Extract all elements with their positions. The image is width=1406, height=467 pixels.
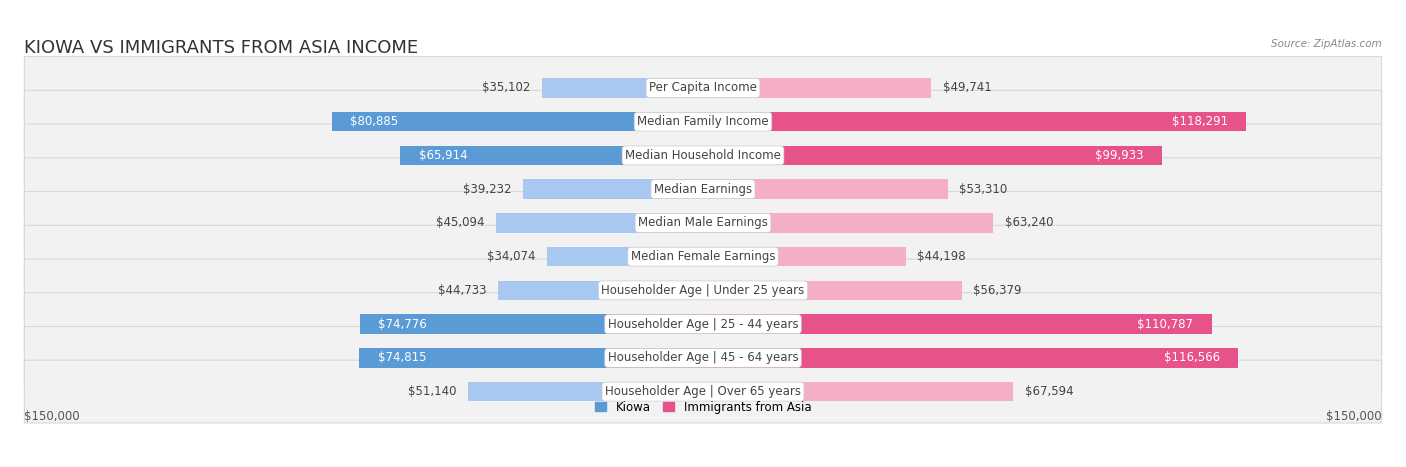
Text: $44,198: $44,198 — [918, 250, 966, 263]
Text: Median Male Earnings: Median Male Earnings — [638, 216, 768, 229]
Text: Householder Age | 25 - 44 years: Householder Age | 25 - 44 years — [607, 318, 799, 331]
Text: $150,000: $150,000 — [24, 410, 80, 424]
Text: Per Capita Income: Per Capita Income — [650, 81, 756, 94]
Bar — [703, 247, 905, 267]
Text: $35,102: $35,102 — [482, 81, 530, 94]
Text: $34,074: $34,074 — [486, 250, 536, 263]
Text: $63,240: $63,240 — [1005, 216, 1053, 229]
Bar — [332, 112, 703, 132]
Bar — [360, 314, 703, 334]
FancyBboxPatch shape — [24, 326, 1382, 389]
Text: KIOWA VS IMMIGRANTS FROM ASIA INCOME: KIOWA VS IMMIGRANTS FROM ASIA INCOME — [24, 39, 419, 57]
Legend: Kiowa, Immigrants from Asia: Kiowa, Immigrants from Asia — [589, 396, 817, 418]
Text: $44,733: $44,733 — [437, 284, 486, 297]
Text: $65,914: $65,914 — [419, 149, 467, 162]
Bar — [498, 281, 703, 300]
FancyBboxPatch shape — [24, 90, 1382, 153]
Bar — [703, 314, 1212, 334]
Text: $39,232: $39,232 — [463, 183, 512, 196]
Text: $99,933: $99,933 — [1095, 149, 1143, 162]
Bar — [541, 78, 703, 98]
Bar — [703, 348, 1239, 368]
FancyBboxPatch shape — [24, 57, 1382, 120]
Bar — [703, 112, 1246, 132]
Text: $74,776: $74,776 — [378, 318, 426, 331]
Text: $116,566: $116,566 — [1164, 351, 1220, 364]
Bar — [703, 213, 994, 233]
Bar — [523, 179, 703, 199]
Bar — [703, 78, 931, 98]
Text: Householder Age | Over 65 years: Householder Age | Over 65 years — [605, 385, 801, 398]
Bar — [360, 348, 703, 368]
Text: Source: ZipAtlas.com: Source: ZipAtlas.com — [1271, 39, 1382, 49]
Text: Householder Age | Under 25 years: Householder Age | Under 25 years — [602, 284, 804, 297]
Text: $150,000: $150,000 — [1326, 410, 1382, 424]
FancyBboxPatch shape — [24, 259, 1382, 322]
Bar — [547, 247, 703, 267]
Bar — [703, 382, 1014, 402]
Text: $80,885: $80,885 — [350, 115, 398, 128]
Bar — [468, 382, 703, 402]
Bar — [703, 146, 1161, 165]
Text: Median Earnings: Median Earnings — [654, 183, 752, 196]
Text: $56,379: $56,379 — [973, 284, 1022, 297]
Text: $45,094: $45,094 — [436, 216, 485, 229]
FancyBboxPatch shape — [24, 225, 1382, 288]
Text: Householder Age | 45 - 64 years: Householder Age | 45 - 64 years — [607, 351, 799, 364]
Text: $51,140: $51,140 — [408, 385, 457, 398]
FancyBboxPatch shape — [24, 360, 1382, 423]
Text: $118,291: $118,291 — [1171, 115, 1227, 128]
FancyBboxPatch shape — [24, 191, 1382, 255]
Bar — [703, 281, 962, 300]
Text: $67,594: $67,594 — [1025, 385, 1074, 398]
Text: $53,310: $53,310 — [959, 183, 1008, 196]
Text: Median Female Earnings: Median Female Earnings — [631, 250, 775, 263]
Text: $74,815: $74,815 — [378, 351, 426, 364]
Bar — [703, 179, 948, 199]
Bar — [401, 146, 703, 165]
Bar — [496, 213, 703, 233]
FancyBboxPatch shape — [24, 293, 1382, 355]
FancyBboxPatch shape — [24, 124, 1382, 187]
Text: Median Household Income: Median Household Income — [626, 149, 780, 162]
Text: $110,787: $110,787 — [1137, 318, 1194, 331]
FancyBboxPatch shape — [24, 158, 1382, 220]
Text: $49,741: $49,741 — [943, 81, 991, 94]
Text: Median Family Income: Median Family Income — [637, 115, 769, 128]
